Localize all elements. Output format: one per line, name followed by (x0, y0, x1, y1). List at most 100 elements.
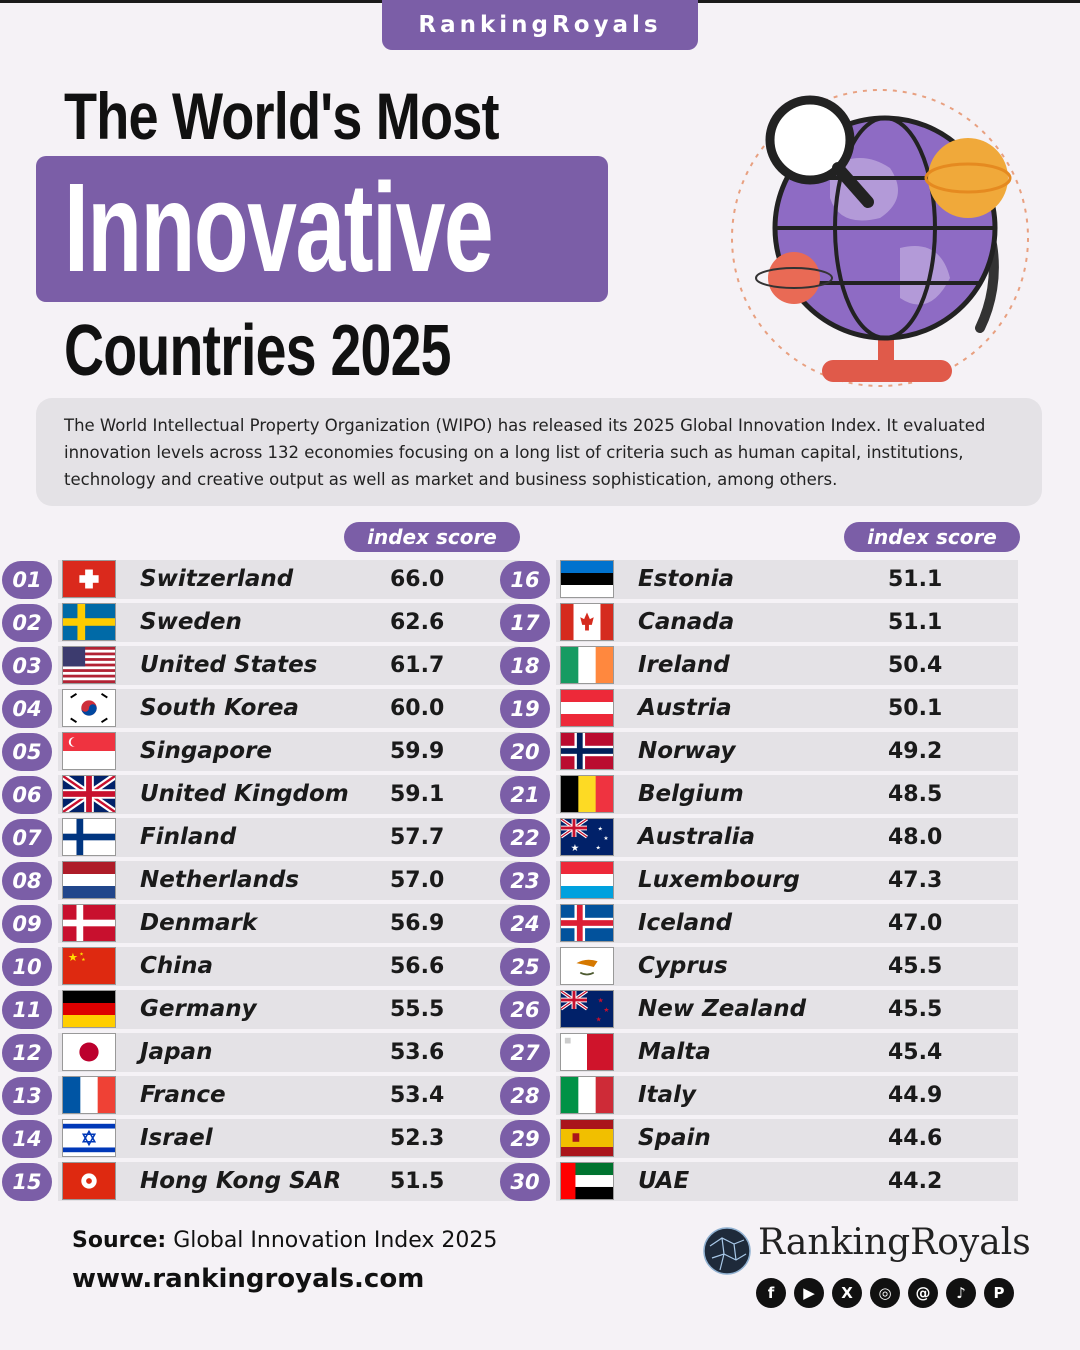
row-bar (556, 990, 1018, 1029)
luxembourg-flag-icon (560, 861, 614, 899)
index-score: 52.3 (390, 1126, 445, 1151)
belgium-flag-icon (560, 775, 614, 813)
social-icons: f ▶ X ◎ @ ♪ P (756, 1278, 1014, 1308)
table-row: 29 Spain 44.6 (498, 1117, 1018, 1160)
ireland-flag-icon (560, 646, 614, 684)
index-score: 59.1 (390, 782, 445, 807)
logo-text: RankingRoyals (758, 1222, 1031, 1263)
svg-text:★: ★ (598, 825, 603, 832)
row-bar (58, 603, 520, 642)
row-bar (556, 1119, 1018, 1158)
country-name: Israel (140, 1125, 213, 1151)
australia-flag-icon: ★ ★ ★ ★ (560, 818, 614, 856)
table-row: 11 Germany 55.5 (0, 988, 520, 1031)
row-bar (556, 1033, 1018, 1072)
index-score: 55.5 (390, 997, 445, 1022)
brand-tab: RankingRoyals (382, 0, 698, 50)
hong-kong-flag-icon (62, 1162, 116, 1200)
pinterest-icon[interactable]: P (984, 1278, 1014, 1308)
table-row: 14 Israel 52.3 (0, 1117, 520, 1160)
row-bar (58, 1076, 520, 1115)
rank-badge: 17 (500, 604, 550, 642)
rank-badge: 25 (500, 948, 550, 986)
row-bar (58, 818, 520, 857)
index-score: 45.4 (888, 1040, 943, 1065)
rank-badge: 27 (500, 1034, 550, 1072)
country-name: Canada (638, 609, 735, 635)
rank-badge: 20 (500, 733, 550, 771)
country-name: Estonia (638, 566, 734, 592)
index-score: 53.4 (390, 1083, 445, 1108)
facebook-icon[interactable]: f (756, 1278, 786, 1308)
finland-flag-icon (62, 818, 116, 856)
index-score: 56.6 (390, 954, 445, 979)
rank-badge: 03 (2, 647, 52, 685)
index-score: 50.4 (888, 653, 943, 678)
row-bar (58, 689, 520, 728)
row-bar (58, 1119, 520, 1158)
index-score: 47.3 (888, 868, 943, 893)
row-bar (556, 861, 1018, 900)
country-name: Iceland (638, 910, 733, 936)
country-name: Finland (140, 824, 237, 850)
uk-flag-icon (62, 775, 116, 813)
country-name: France (140, 1082, 226, 1108)
row-bar (556, 646, 1018, 685)
table-row: 22 ★ ★ ★ ★ Australia 48.0 (498, 816, 1018, 859)
instagram-icon[interactable]: ◎ (870, 1278, 900, 1308)
rank-badge: 13 (2, 1077, 52, 1115)
country-name: Cyprus (638, 953, 728, 979)
threads-icon[interactable]: @ (908, 1278, 938, 1308)
country-name: Ireland (638, 652, 730, 678)
description-text: The World Intellectual Property Organiza… (64, 416, 986, 489)
table-row: 03 United States 61.7 (0, 644, 520, 687)
index-score: 57.7 (390, 825, 445, 850)
country-name: United Kingdom (140, 781, 349, 807)
table-row: 20 Norway 49.2 (498, 730, 1018, 773)
denmark-flag-icon (62, 904, 116, 942)
index-score-header-left: index score (344, 522, 520, 552)
country-name: Netherlands (140, 867, 300, 893)
row-bar (556, 904, 1018, 943)
svg-text:★: ★ (79, 952, 83, 958)
row-bar (556, 560, 1018, 599)
table-row: 16 Estonia 51.1 (498, 558, 1018, 601)
row-bar (58, 1162, 520, 1201)
rank-badge: 18 (500, 647, 550, 685)
globe-illustration (731, 89, 1029, 387)
country-name: United States (140, 652, 318, 678)
country-name: Denmark (140, 910, 258, 936)
rank-badge: 26 (500, 991, 550, 1029)
index-score: 45.5 (888, 997, 943, 1022)
source-label: Source: (72, 1228, 167, 1253)
table-row: 12 Japan 53.6 (0, 1031, 520, 1074)
tiktok-icon[interactable]: ♪ (946, 1278, 976, 1308)
china-flag-icon: ★ ★ ★ (62, 947, 116, 985)
rank-badge: 24 (500, 905, 550, 943)
rank-badge: 05 (2, 733, 52, 771)
cyprus-flag-icon (560, 947, 614, 985)
table-row: 30 UAE 44.2 (498, 1160, 1018, 1203)
index-score: 51.1 (888, 610, 943, 635)
table-row: 27 Malta 45.4 (498, 1031, 1018, 1074)
rank-badge: 15 (2, 1163, 52, 1201)
row-bar (58, 775, 520, 814)
index-score: 60.0 (390, 696, 445, 721)
row-bar (556, 732, 1018, 771)
country-name: Switzerland (140, 566, 294, 592)
table-row: 06 United Kingdom 59.1 (0, 773, 520, 816)
ranking-column-right: 16 Estonia 51.1 17 Canada 51.1 18 Irelan… (500, 558, 1018, 1203)
index-score: 48.0 (888, 825, 943, 850)
index-score: 47.0 (888, 911, 943, 936)
rank-badge: 06 (2, 776, 52, 814)
country-name: UAE (638, 1168, 690, 1194)
x-icon[interactable]: X (832, 1278, 862, 1308)
country-name: Hong Kong SAR (140, 1168, 342, 1194)
index-score-header-right: index score (844, 522, 1020, 552)
country-name: New Zealand (638, 996, 807, 1022)
index-score: 62.6 (390, 610, 445, 635)
website-url[interactable]: www.rankingroyals.com (72, 1264, 425, 1294)
country-name: Australia (638, 824, 756, 850)
youtube-icon[interactable]: ▶ (794, 1278, 824, 1308)
svg-text:★: ★ (81, 957, 85, 963)
